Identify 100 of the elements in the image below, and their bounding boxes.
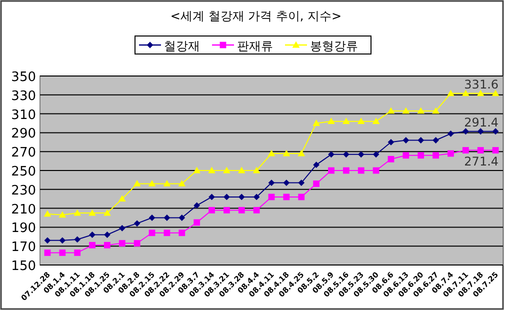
- point: [89, 232, 96, 238]
- point: [88, 209, 96, 216]
- point: [118, 240, 126, 246]
- point: [44, 237, 51, 244]
- point: [298, 150, 306, 156]
- point: [238, 206, 245, 214]
- point: [462, 147, 469, 154]
- point: [402, 107, 410, 114]
- point: [164, 214, 170, 221]
- point: [448, 150, 454, 157]
- legend-label: 판재류: [237, 39, 273, 53]
- point: [238, 166, 246, 174]
- point: [388, 156, 394, 162]
- y-tick-label: 170: [11, 240, 36, 256]
- point: [432, 137, 439, 144]
- point: [283, 180, 290, 186]
- point: [328, 167, 334, 174]
- y-tick-label: 270: [11, 146, 36, 161]
- point: [328, 118, 335, 124]
- point: [134, 220, 140, 227]
- point: [104, 242, 110, 248]
- point: [372, 118, 380, 124]
- point: [402, 152, 410, 159]
- y-tick-label: 190: [11, 221, 36, 236]
- point: [59, 250, 66, 256]
- point: [178, 180, 186, 186]
- point: [418, 137, 424, 144]
- point: [133, 180, 141, 186]
- point: [417, 107, 425, 114]
- point: [313, 180, 320, 187]
- point: [358, 151, 364, 158]
- legend-label: 철강재: [164, 39, 200, 53]
- point: [342, 151, 350, 158]
- data-label: 291.4: [464, 115, 499, 130]
- point: [223, 206, 230, 214]
- point: [342, 118, 350, 124]
- point: [148, 230, 156, 236]
- point: [298, 194, 305, 200]
- point: [283, 194, 290, 200]
- point: [44, 250, 51, 256]
- point: [164, 230, 170, 236]
- point: [358, 167, 364, 174]
- point: [118, 224, 126, 232]
- point: [223, 194, 230, 200]
- point: [313, 162, 320, 168]
- point: [134, 240, 140, 246]
- point: [477, 128, 484, 135]
- point: [238, 194, 245, 200]
- point: [208, 194, 215, 200]
- point: [312, 120, 320, 126]
- point: [118, 195, 126, 202]
- point: [58, 211, 66, 218]
- y-tick-label: 310: [11, 108, 36, 123]
- point: [387, 107, 395, 114]
- point: [462, 90, 470, 96]
- point: [432, 152, 439, 159]
- point: [357, 118, 365, 124]
- point: [163, 180, 171, 186]
- y-tick-label: 350: [11, 70, 36, 85]
- point: [328, 151, 334, 158]
- point: [476, 90, 484, 96]
- point: [89, 242, 96, 248]
- point: [208, 166, 216, 174]
- point: [388, 138, 394, 146]
- point: [492, 90, 500, 96]
- point: [74, 209, 82, 216]
- point: [448, 130, 454, 137]
- point: [447, 90, 454, 96]
- legend-label: 봉형강류: [310, 39, 358, 53]
- point: [432, 107, 440, 114]
- y-tick-label: 230: [11, 183, 36, 198]
- point: [268, 150, 276, 156]
- point: [282, 150, 290, 156]
- point: [372, 151, 380, 158]
- point: [418, 152, 424, 159]
- point: [208, 206, 215, 214]
- chart-title: <세계 철강재 가격 추이, 지수>: [170, 9, 342, 23]
- point: [492, 128, 499, 135]
- point: [74, 236, 81, 243]
- point: [402, 137, 410, 144]
- point: [104, 232, 110, 238]
- point: [178, 214, 186, 221]
- data-label: 271.4: [464, 154, 499, 168]
- point: [104, 209, 111, 216]
- point: [178, 230, 186, 236]
- y-tick-label: 210: [11, 202, 36, 218]
- data-label: 331.6: [464, 77, 499, 92]
- point: [298, 180, 305, 186]
- point: [222, 166, 230, 174]
- point: [194, 219, 200, 226]
- point: [194, 202, 200, 209]
- y-tick-label: 290: [11, 126, 36, 142]
- point: [252, 166, 260, 174]
- y-tick-label: 150: [11, 259, 36, 274]
- point: [59, 237, 66, 244]
- point: [342, 167, 350, 174]
- y-tick-label: 330: [11, 88, 36, 104]
- point: [462, 128, 469, 135]
- point: [44, 210, 52, 217]
- point: [477, 147, 484, 154]
